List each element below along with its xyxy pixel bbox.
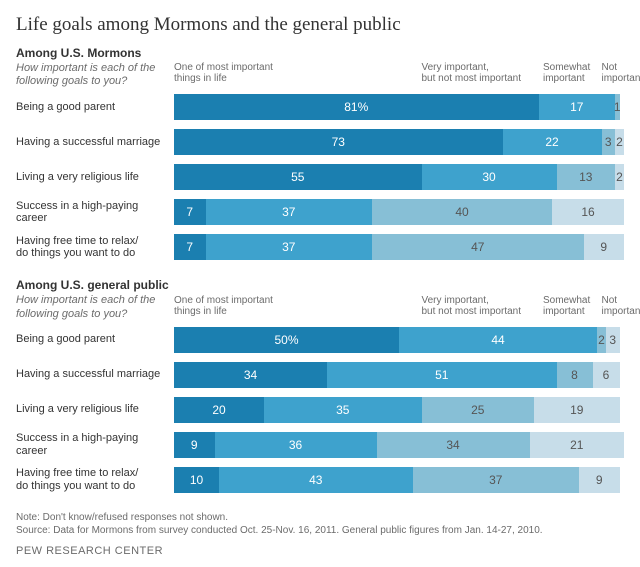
bar-row: Having free time to relax/do things you … bbox=[16, 465, 624, 495]
bar-stack: 50%4423 bbox=[174, 327, 624, 353]
bar-segment: 2 bbox=[597, 327, 606, 353]
chart-note: Note: Don't know/refused responses not s… bbox=[16, 511, 624, 524]
bar-segment: 6 bbox=[593, 362, 620, 388]
bar-row: Having free time to relax/do things you … bbox=[16, 232, 624, 262]
bar-segment: 8 bbox=[557, 362, 593, 388]
bar-segment: 1 bbox=[615, 94, 620, 120]
bar-segment: 2 bbox=[615, 164, 624, 190]
row-label: Living a very religious life bbox=[16, 403, 174, 416]
legend-label: Very important,but not most important bbox=[422, 295, 522, 317]
bar-stack: 81%171 bbox=[174, 94, 624, 120]
legend: One of most importantthings in life Very … bbox=[174, 62, 624, 92]
bar-row: Having a successful marriage345186 bbox=[16, 360, 624, 390]
bar-segment: 36 bbox=[215, 432, 377, 458]
bar-segment: 9 bbox=[579, 467, 620, 493]
row-label: Having free time to relax/do things you … bbox=[16, 467, 174, 492]
bar-segment: 21 bbox=[530, 432, 625, 458]
question-text: How important is each of the following g… bbox=[16, 62, 166, 88]
question-text: How important is each of the following g… bbox=[16, 294, 166, 320]
bar-segment: 37 bbox=[206, 234, 373, 260]
legend-label: Somewhatimportant bbox=[543, 62, 590, 84]
legend-label: Notimportant bbox=[602, 295, 640, 317]
bar-stack: 5530132 bbox=[174, 164, 624, 190]
row-label: Having a successful marriage bbox=[16, 136, 174, 149]
legend: One of most importantthings in life Very … bbox=[174, 295, 624, 325]
bar-row: Having a successful marriage732232 bbox=[16, 127, 624, 157]
bar-stack: 9363421 bbox=[174, 432, 624, 458]
section-header: Among U.S. general public bbox=[16, 278, 624, 292]
bar-stack: 732232 bbox=[174, 129, 624, 155]
row-label: Being a good parent bbox=[16, 101, 174, 114]
bar-segment: 25 bbox=[422, 397, 535, 423]
legend-label: Very important,but not most important bbox=[422, 62, 522, 84]
row-label: Success in a high-paying career bbox=[16, 200, 174, 225]
bar-segment: 44 bbox=[399, 327, 597, 353]
bar-row: Being a good parent81%171 bbox=[16, 92, 624, 122]
bar-stack: 7374016 bbox=[174, 199, 624, 225]
chart-title: Life goals among Mormons and the general… bbox=[16, 14, 624, 36]
bar-segment: 16 bbox=[552, 199, 624, 225]
bar-segment: 3 bbox=[606, 327, 620, 353]
row-label: Success in a high-paying career bbox=[16, 432, 174, 457]
bar-segment: 50% bbox=[174, 327, 399, 353]
chart-panel: One of most importantthings in lifeVery … bbox=[16, 92, 624, 262]
bar-segment: 47 bbox=[372, 234, 584, 260]
bar-segment: 3 bbox=[602, 129, 616, 155]
chart-panel: One of most importantthings in lifeVery … bbox=[16, 325, 624, 495]
bar-segment: 13 bbox=[557, 164, 616, 190]
bar-segment: 51 bbox=[327, 362, 557, 388]
bar-segment: 81% bbox=[174, 94, 539, 120]
legend-label: Somewhatimportant bbox=[543, 295, 590, 317]
bar-segment: 9 bbox=[174, 432, 215, 458]
bar-segment: 20 bbox=[174, 397, 264, 423]
bar-segment: 40 bbox=[372, 199, 552, 225]
bar-segment: 37 bbox=[413, 467, 580, 493]
bar-row: Success in a high-paying career7374016 bbox=[16, 197, 624, 227]
row-label: Having free time to relax/do things you … bbox=[16, 235, 174, 260]
legend-label: One of most importantthings in life bbox=[174, 295, 273, 317]
bar-segment: 35 bbox=[264, 397, 422, 423]
row-label: Being a good parent bbox=[16, 333, 174, 346]
row-label: Having a successful marriage bbox=[16, 368, 174, 381]
bar-stack: 1043379 bbox=[174, 467, 624, 493]
legend-label: One of most importantthings in life bbox=[174, 62, 273, 84]
bar-segment: 17 bbox=[539, 94, 616, 120]
bar-segment: 7 bbox=[174, 199, 206, 225]
bar-segment: 43 bbox=[219, 467, 413, 493]
bar-row: Living a very religious life5530132 bbox=[16, 162, 624, 192]
bar-segment: 34 bbox=[377, 432, 530, 458]
bar-stack: 20352519 bbox=[174, 397, 624, 423]
bar-segment: 34 bbox=[174, 362, 327, 388]
brand-name: PEW RESEARCH CENTER bbox=[16, 545, 624, 557]
bar-segment: 10 bbox=[174, 467, 219, 493]
bar-stack: 737479 bbox=[174, 234, 624, 260]
bar-segment: 55 bbox=[174, 164, 422, 190]
section-header: Among U.S. Mormons bbox=[16, 46, 624, 60]
bar-segment: 7 bbox=[174, 234, 206, 260]
bar-segment: 2 bbox=[615, 129, 624, 155]
bar-segment: 19 bbox=[534, 397, 620, 423]
bar-segment: 9 bbox=[584, 234, 625, 260]
bar-segment: 22 bbox=[503, 129, 602, 155]
chart-source: Source: Data for Mormons from survey con… bbox=[16, 524, 624, 537]
bar-segment: 37 bbox=[206, 199, 373, 225]
row-label: Living a very religious life bbox=[16, 171, 174, 184]
bar-row: Success in a high-paying career9363421 bbox=[16, 430, 624, 460]
bar-row: Living a very religious life20352519 bbox=[16, 395, 624, 425]
bar-segment: 73 bbox=[174, 129, 503, 155]
legend-label: Notimportant bbox=[602, 62, 640, 84]
bar-row: Being a good parent50%4423 bbox=[16, 325, 624, 355]
bar-stack: 345186 bbox=[174, 362, 624, 388]
bar-segment: 30 bbox=[422, 164, 557, 190]
